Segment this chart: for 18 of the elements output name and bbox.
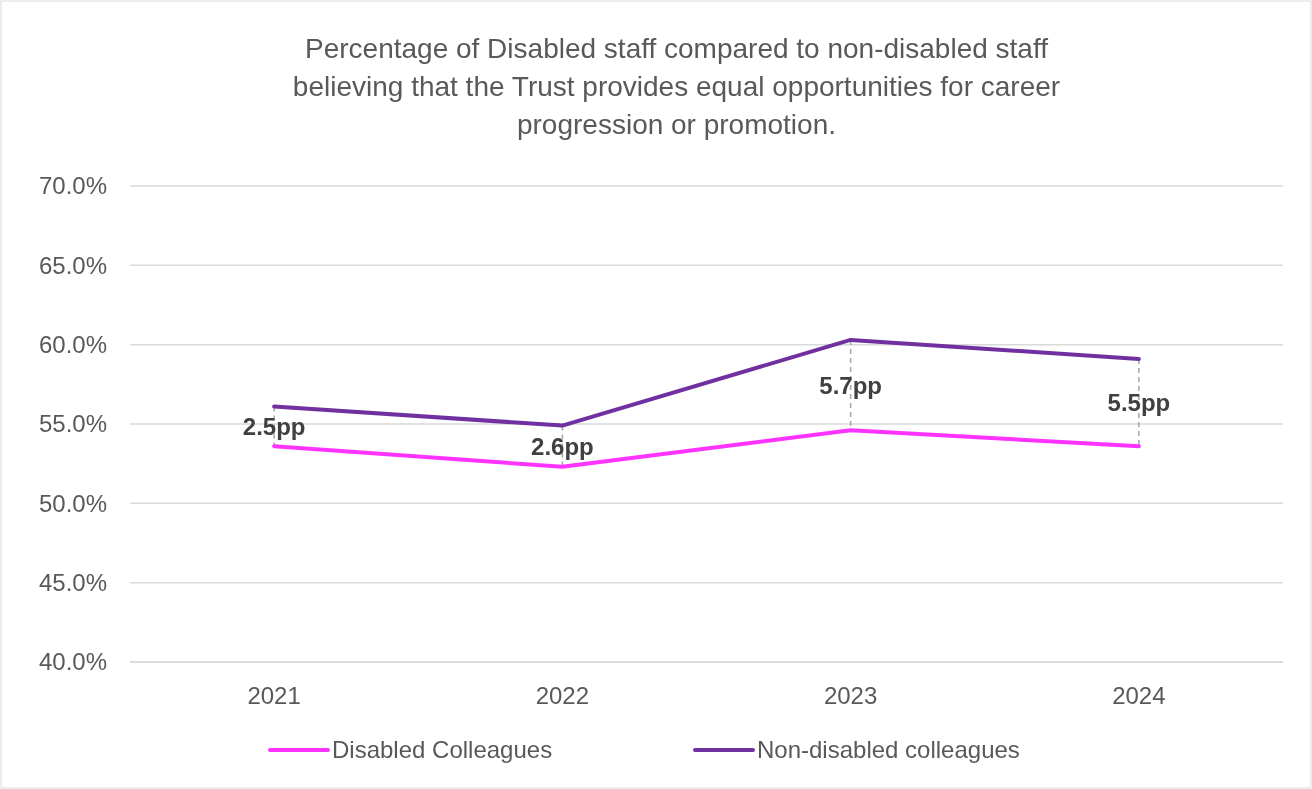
y-tick-label: 60.0%	[38, 331, 107, 359]
y-tick-label: 55.0%	[38, 410, 107, 438]
y-tick-label: 40.0%	[38, 648, 107, 676]
x-tick-label: 2022	[535, 682, 590, 709]
y-tick-label: 45.0%	[38, 569, 107, 597]
annotation: 5.7pp	[819, 371, 882, 399]
annotation: 2.6pp	[531, 432, 594, 460]
legend-label: Disabled Colleagues	[332, 736, 553, 764]
y-tick-label: 70.0%	[38, 172, 107, 200]
y-tick-label: 65.0%	[38, 251, 107, 279]
x-tick-label: 2023	[823, 682, 878, 709]
x-tick-label: 2021	[247, 682, 301, 709]
legend-label: Non-disabled colleagues	[757, 736, 1020, 764]
x-tick-label: 2024	[1112, 682, 1166, 709]
annotation: 2.5pp	[242, 412, 306, 440]
annotation: 5.5pp	[1107, 388, 1171, 416]
y-tick-label: 50.0%	[38, 489, 107, 517]
chart-title: Percentage of Disabled staff compared to non-disabled staff believing that the Trust provides equal opportunities for career progression or promotion.	[292, 33, 1061, 140]
